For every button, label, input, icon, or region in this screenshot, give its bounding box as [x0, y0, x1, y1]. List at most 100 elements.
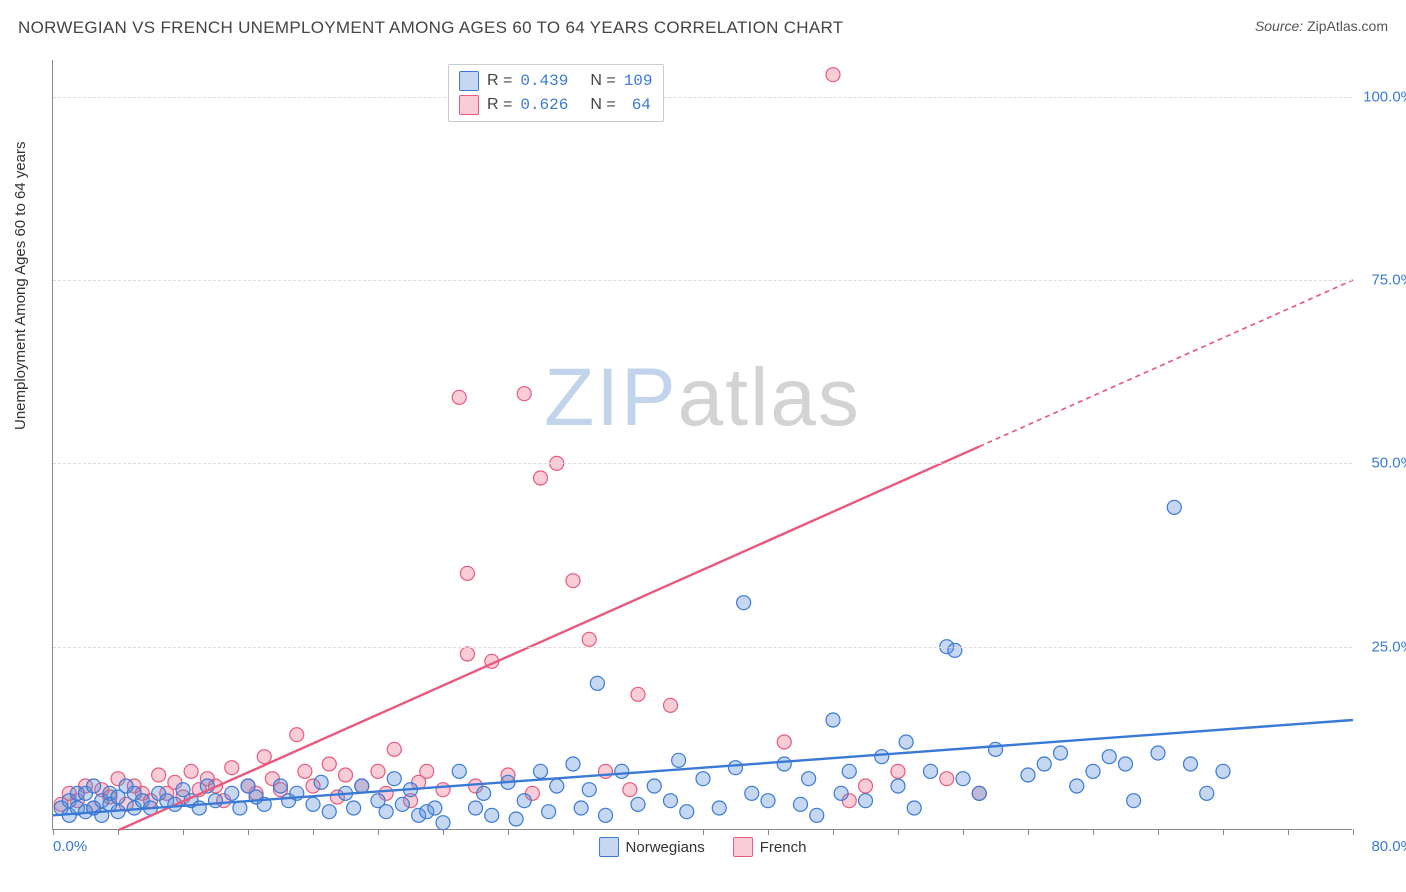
gridline [53, 280, 1352, 281]
trend-line-extrapolated [979, 280, 1353, 447]
scatter-point [298, 764, 312, 778]
scatter-point [477, 786, 491, 800]
r-label-2: R = [487, 96, 512, 114]
scatter-point [550, 779, 564, 793]
scatter-point [534, 764, 548, 778]
scatter-point [436, 783, 450, 797]
ytick-label: 75.0% [1371, 272, 1406, 289]
scatter-point [1021, 768, 1035, 782]
r-value-norwegians: 0.439 [520, 72, 568, 90]
scatter-point [306, 797, 320, 811]
xtick [963, 829, 964, 835]
xtick-label-min: 0.0% [53, 838, 87, 855]
n-label-2: N = [590, 96, 615, 114]
scatter-point [387, 772, 401, 786]
chart-title: NORWEGIAN VS FRENCH UNEMPLOYMENT AMONG A… [18, 18, 843, 38]
r-label: R = [487, 72, 512, 90]
scatter-point [184, 764, 198, 778]
swatch-norwegians-icon [459, 71, 479, 91]
scatter-point [371, 764, 385, 778]
scatter-point [355, 779, 369, 793]
scatter-point [1127, 794, 1141, 808]
legend-stats: R = 0.439 N = 109 R = 0.626 N = 64 [448, 64, 664, 122]
scatter-point [623, 783, 637, 797]
scatter-point [225, 761, 239, 775]
scatter-point [387, 742, 401, 756]
scatter-point [485, 808, 499, 822]
scatter-point [469, 801, 483, 815]
scatter-point [322, 805, 336, 819]
xtick [833, 829, 834, 835]
xtick [1288, 829, 1289, 835]
y-axis-label: Unemployment Among Ages 60 to 64 years [12, 141, 29, 430]
gridline [53, 97, 1352, 98]
scatter-point [891, 764, 905, 778]
scatter-point [1070, 779, 1084, 793]
ytick-label: 25.0% [1371, 638, 1406, 655]
scatter-point [907, 801, 921, 815]
scatter-point [347, 801, 361, 815]
scatter-point [989, 742, 1003, 756]
scatter-point [1184, 757, 1198, 771]
scatter-point [1119, 757, 1133, 771]
scatter-point [274, 779, 288, 793]
scatter-point [1167, 500, 1181, 514]
xtick [703, 829, 704, 835]
plot-svg [53, 60, 1353, 830]
chart-area: ZIPatlas 25.0%50.0%75.0%100.0% 0.0% 80.0… [52, 60, 1352, 830]
source-label: Source: [1255, 18, 1303, 34]
xtick [1353, 829, 1354, 835]
xtick [53, 829, 54, 835]
scatter-point [534, 471, 548, 485]
scatter-point [826, 68, 840, 82]
swatch-french-icon [459, 95, 479, 115]
xtick [1093, 829, 1094, 835]
scatter-point [152, 768, 166, 782]
scatter-point [631, 797, 645, 811]
xtick-label-max: 80.0% [1371, 838, 1406, 855]
scatter-point [322, 757, 336, 771]
scatter-point [696, 772, 710, 786]
ytick-label: 100.0% [1363, 88, 1406, 105]
gridline [53, 647, 1352, 648]
plot: ZIPatlas 25.0%50.0%75.0%100.0% 0.0% 80.0… [52, 60, 1352, 830]
scatter-point [712, 801, 726, 815]
scatter-point [826, 713, 840, 727]
scatter-point [395, 797, 409, 811]
scatter-point [428, 801, 442, 815]
scatter-point [1216, 764, 1230, 778]
scatter-point [517, 387, 531, 401]
scatter-point [1086, 764, 1100, 778]
scatter-point [257, 750, 271, 764]
scatter-point [574, 801, 588, 815]
scatter-point [956, 772, 970, 786]
scatter-point [777, 735, 791, 749]
scatter-point [542, 805, 556, 819]
scatter-point [314, 775, 328, 789]
scatter-point [802, 772, 816, 786]
gridline [53, 463, 1352, 464]
legend-item-french: French [733, 837, 807, 857]
scatter-point [599, 808, 613, 822]
scatter-point [339, 768, 353, 782]
scatter-point [1151, 746, 1165, 760]
xtick [768, 829, 769, 835]
scatter-point [1037, 757, 1051, 771]
scatter-point [672, 753, 686, 767]
scatter-point [452, 390, 466, 404]
legend-label-french: French [760, 839, 807, 856]
legend-item-norwegians: Norwegians [599, 837, 705, 857]
scatter-point [582, 783, 596, 797]
scatter-point [729, 761, 743, 775]
n-label: N = [590, 72, 615, 90]
scatter-point [664, 698, 678, 712]
xtick [508, 829, 509, 835]
scatter-point [517, 794, 531, 808]
scatter-point [777, 757, 791, 771]
scatter-point [225, 786, 239, 800]
scatter-point [1200, 786, 1214, 800]
scatter-point [924, 764, 938, 778]
r-value-french: 0.626 [520, 96, 568, 114]
xtick [313, 829, 314, 835]
scatter-point [891, 779, 905, 793]
